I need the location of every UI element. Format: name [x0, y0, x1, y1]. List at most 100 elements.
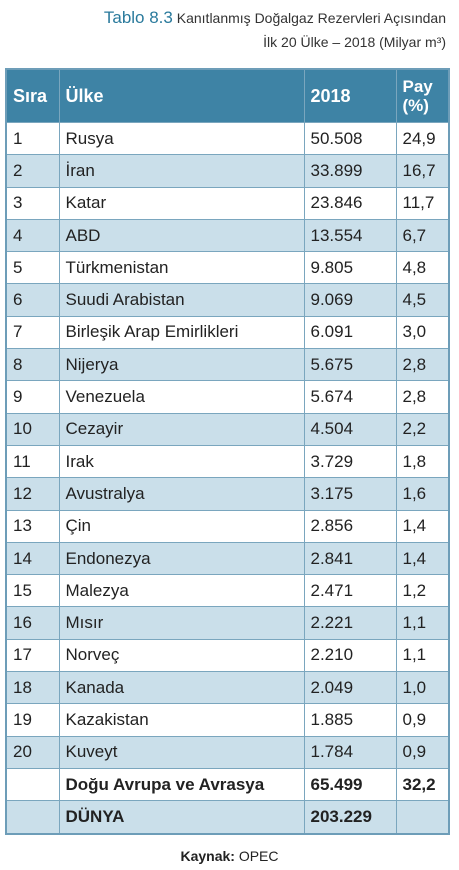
table-cell: 1.885: [303, 703, 397, 737]
table-row: 10 Cezayir 4.504 2,2: [5, 412, 450, 446]
table-cell: Kazakistan: [58, 703, 305, 737]
table-cell: 7: [5, 315, 60, 350]
table-cell: 4,8: [395, 251, 450, 285]
table-cell: Nijerya: [58, 348, 305, 382]
table-cell: 12: [5, 477, 60, 511]
table-cell: Avustralya: [58, 477, 305, 511]
source-text: OPEC: [238, 848, 279, 864]
table-row: 1 Rusya 50.508 24,9: [5, 121, 450, 156]
total-row: Doğu Avrupa ve Avrasya 65.499 32,2: [5, 767, 450, 802]
table-cell: 33.899: [303, 154, 397, 188]
table-cell: 16,7: [395, 154, 450, 188]
table-cell: Rusya: [58, 121, 305, 156]
table-cell: 2.471: [303, 574, 397, 608]
table-cell: 15: [5, 574, 60, 608]
table-cell: 1,0: [395, 671, 450, 705]
table-cell: Endonezya: [58, 541, 305, 576]
table-cell: 50.508: [303, 121, 397, 156]
table-cell: [5, 767, 60, 802]
table-cell: Malezya: [58, 574, 305, 608]
table-cell: Cezayir: [58, 412, 305, 446]
table-cell: 203.229: [303, 800, 397, 835]
table-cell: 18: [5, 671, 60, 705]
table-cell: Katar: [58, 186, 305, 220]
table-cell: Doğu Avrupa ve Avrasya: [58, 767, 305, 802]
table-cell: Birleşik Arap Emirlikleri: [58, 315, 305, 350]
table-row: 15 Malezya 2.471 1,2: [5, 574, 450, 608]
table-row: 2 İran 33.899 16,7: [5, 154, 450, 188]
table-cell: 10: [5, 412, 60, 446]
title-label: Tablo 8.3: [103, 8, 173, 27]
table-cell: 2: [5, 154, 60, 188]
table-row: 6 Suudi Arabistan 9.069 4,5: [5, 283, 450, 317]
table-row: 11 Irak 3.729 1,8: [5, 444, 450, 479]
table-cell: 2.856: [303, 509, 397, 543]
table-cell: 1,6: [395, 477, 450, 511]
table-cell: 32,2: [395, 767, 450, 802]
table-cell: Çin: [58, 509, 305, 543]
table-cell: 5.675: [303, 348, 397, 382]
table-row: 19 Kazakistan 1.885 0,9: [5, 703, 450, 737]
table-cell: ABD: [58, 218, 305, 253]
table-cell: [395, 800, 450, 835]
table-cell: 0,9: [395, 735, 450, 769]
table-cell: 11: [5, 444, 60, 479]
table-cell: 1,4: [395, 541, 450, 576]
table-cell: 1,1: [395, 638, 450, 673]
table-cell: 1.784: [303, 735, 397, 769]
table-cell: 2.049: [303, 671, 397, 705]
table-cell: Irak: [58, 444, 305, 479]
header-row: Sıra Ülke 2018 Pay (%): [5, 68, 450, 123]
table-cell: 1: [5, 121, 60, 156]
table-cell: 13.554: [303, 218, 397, 253]
table-cell: 1,4: [395, 509, 450, 543]
header-cell: Ülke: [58, 68, 305, 123]
table-cell: Suudi Arabistan: [58, 283, 305, 317]
table-cell: 24,9: [395, 121, 450, 156]
total-row: DÜNYA 203.229: [5, 800, 450, 835]
header-cell: Sıra: [5, 68, 60, 123]
table-cell: 6.091: [303, 315, 397, 350]
table-cell: [5, 800, 60, 835]
table-cell: 13: [5, 509, 60, 543]
title-line: Tablo 8.3 Kanıtlanmış Doğalgaz Rezervler…: [0, 8, 446, 28]
title-text: Kanıtlanmış Doğalgaz Rezervleri Açısında…: [176, 10, 446, 26]
table-cell: 6: [5, 283, 60, 317]
table-row: 4 ABD 13.554 6,7: [5, 218, 450, 253]
table-cell: 4,5: [395, 283, 450, 317]
header-cell: 2018: [303, 68, 397, 123]
table-row: 7 Birleşik Arap Emirlikleri 6.091 3,0: [5, 315, 450, 350]
table-cell: 20: [5, 735, 60, 769]
table-cell: 9.805: [303, 251, 397, 285]
table-cell: 65.499: [303, 767, 397, 802]
table-cell: Norveç: [58, 638, 305, 673]
table-cell: Türkmenistan: [58, 251, 305, 285]
source-label: Kaynak:: [180, 848, 235, 864]
table-cell: 2,8: [395, 380, 450, 414]
table-cell: 14: [5, 541, 60, 576]
table-cell: 8: [5, 348, 60, 382]
table-cell: 1,8: [395, 444, 450, 479]
table-cell: 17: [5, 638, 60, 673]
table-cell: Kanada: [58, 671, 305, 705]
table-cell: 5.674: [303, 380, 397, 414]
table-body: 1 Rusya 50.508 24,9 2 İran 33.899 16,7 3 Katar 23.…: [5, 121, 450, 835]
table-cell: 3: [5, 186, 60, 220]
table-cell: 3.729: [303, 444, 397, 479]
table-cell: 16: [5, 606, 60, 640]
table-cell: 3,0: [395, 315, 450, 350]
table-cell: Mısır: [58, 606, 305, 640]
table-row: 12 Avustralya 3.175 1,6: [5, 477, 450, 511]
title-line: İlk 20 Ülke – 2018 (Milyar m³): [263, 34, 446, 50]
table-row: 8 Nijerya 5.675 2,8: [5, 348, 450, 382]
table-cell: 4.504: [303, 412, 397, 446]
table-cell: DÜNYA: [58, 800, 305, 835]
table-row: 3 Katar 23.846 11,7: [5, 186, 450, 220]
table-row: 18 Kanada 2.049 1,0: [5, 671, 450, 705]
table-cell: 3.175: [303, 477, 397, 511]
table-row: 20 Kuveyt 1.784 0,9: [5, 735, 450, 769]
table-cell: 2.221: [303, 606, 397, 640]
table-cell: 2.841: [303, 541, 397, 576]
table-row: 16 Mısır 2.221 1,1: [5, 606, 450, 640]
